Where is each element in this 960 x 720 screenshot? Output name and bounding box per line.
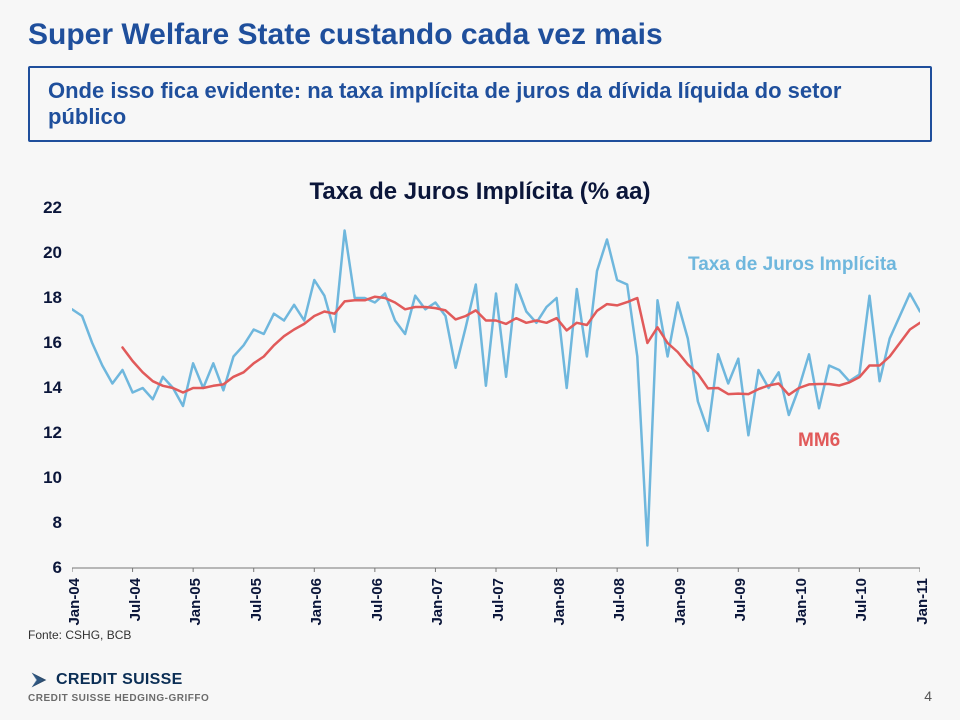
slide: Super Welfare State custando cada vez ma…	[0, 0, 960, 720]
x-tick-label: Jan-05	[187, 578, 204, 626]
x-axis: Jan-04Jul-04Jan-05Jul-05Jan-06Jul-06Jan-…	[72, 574, 920, 634]
footer: Fonte: CSHG, BCB CREDIT SUISSE CREDIT SU…	[28, 648, 932, 710]
page-number: 4	[924, 688, 932, 704]
x-tick-label: Jan-04	[66, 578, 83, 626]
y-tick-label: 10	[28, 468, 62, 488]
brand-subname: CREDIT SUISSE HEDGING-GRIFFO	[28, 693, 209, 704]
y-tick-label: 14	[28, 378, 62, 398]
chart-area: 6810121416182022 Jan-04Jul-04Jan-05Jul-0…	[28, 208, 932, 638]
x-tick-label: Jan-10	[793, 578, 810, 626]
source-line: Fonte: CSHG, BCB	[28, 628, 131, 642]
y-tick-label: 16	[28, 333, 62, 353]
y-tick-label: 12	[28, 423, 62, 443]
x-tick-label: Jul-10	[853, 578, 870, 621]
brand-logo-icon	[28, 669, 50, 691]
chart-title: Taxa de Juros Implícita (% aa)	[28, 178, 932, 206]
x-tick-label: Jan-06	[308, 578, 325, 626]
x-tick-label: Jul-09	[732, 578, 749, 621]
x-tick-label: Jul-04	[127, 578, 144, 621]
x-tick-label: Jan-09	[672, 578, 689, 626]
x-tick-label: Jul-06	[369, 578, 386, 621]
legend-label: Taxa de Juros Implícita	[688, 254, 897, 276]
brand-block: CREDIT SUISSE CREDIT SUISSE HEDGING-GRIF…	[28, 669, 209, 704]
x-tick-label: Jul-05	[248, 578, 265, 621]
x-tick-label: Jan-11	[914, 578, 931, 625]
x-tick-label: Jan-08	[551, 578, 568, 626]
x-tick-label: Jan-07	[429, 578, 446, 626]
y-tick-label: 6	[28, 558, 62, 578]
subtitle-callout: Onde isso fica evidente: na taxa implíci…	[28, 66, 932, 142]
y-tick-label: 18	[28, 288, 62, 308]
y-tick-label: 22	[28, 198, 62, 218]
brand-name: CREDIT SUISSE	[56, 671, 183, 689]
legend-label: MM6	[798, 430, 840, 452]
y-tick-label: 8	[28, 513, 62, 533]
x-tick-label: Jul-07	[490, 578, 507, 621]
page-title: Super Welfare State custando cada vez ma…	[28, 18, 932, 52]
x-tick-label: Jul-08	[611, 578, 628, 621]
y-tick-label: 20	[28, 243, 62, 263]
